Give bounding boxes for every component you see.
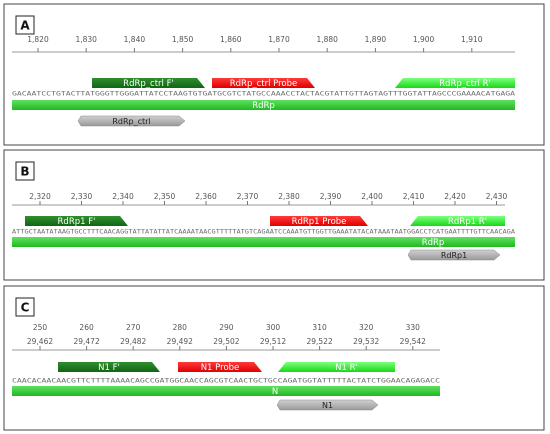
ruler-label: 280 — [173, 323, 188, 332]
ruler-label: 29,532 — [353, 337, 379, 346]
feature-label: RdRp_ctrl F' — [123, 79, 174, 89]
ruler-label: 2,420 — [444, 192, 466, 201]
ruler-label: 300 — [266, 323, 281, 332]
ruler-label: 29,482 — [120, 337, 146, 346]
ruler-label: 2,400 — [361, 192, 383, 201]
panel-label: B — [20, 165, 29, 179]
ruler-label: 2,390 — [320, 192, 342, 201]
gene-label: RdRp — [252, 101, 275, 111]
ruler-label: 2,350 — [154, 192, 176, 201]
gene-label: RdRp — [422, 238, 445, 248]
ruler-label: 29,492 — [167, 337, 193, 346]
panel-border — [3, 285, 545, 431]
primer-probe — [178, 362, 262, 372]
primer-forward — [25, 216, 128, 226]
ruler-label: 1,830 — [75, 35, 97, 44]
feature-label: N1 R' — [335, 363, 358, 373]
primer-reverse — [278, 362, 395, 372]
ruler-label: 2,430 — [486, 192, 508, 201]
amplicon — [77, 115, 186, 127]
ruler-label: 2,320 — [29, 192, 51, 201]
primer-forward — [58, 362, 160, 372]
ruler-label: 29,462 — [27, 337, 53, 346]
primer-reverse — [395, 78, 515, 88]
ruler-label: 29,472 — [73, 337, 99, 346]
feature-label: RdRp1 R' — [448, 217, 487, 227]
ruler-label: 1,850 — [172, 35, 194, 44]
panel: A 1,820 1,830 1,840 1,850 1,860 1,870 1,880 1,89… — [3, 3, 545, 146]
panel-label-box — [15, 297, 35, 317]
amplicon-label: RdRp_ctrl — [112, 117, 150, 126]
ruler-label: 2,380 — [278, 192, 300, 201]
ruler-label: 1,890 — [365, 35, 387, 44]
ruler-label: 29,542 — [400, 337, 426, 346]
feature-label: RdRp_ctrl R' — [439, 79, 491, 89]
ruler-label: 29,512 — [260, 337, 286, 346]
ruler-label: 1,900 — [413, 35, 435, 44]
ruler-label: 330 — [406, 323, 421, 332]
ruler-label: 1,860 — [220, 35, 242, 44]
panel-border — [3, 3, 545, 146]
feature-label: RdRp1 F' — [58, 217, 96, 227]
panel-label: A — [20, 19, 30, 33]
panel-label-box — [15, 161, 35, 181]
ruler-label: 2,410 — [403, 192, 425, 201]
sequence: GACAATCCTGTACTTATGGGTTGGGATTATCCTAAGTGTG… — [12, 91, 516, 98]
amplicon-label: N1 — [322, 401, 333, 410]
ruler-label: 1,820 — [27, 35, 49, 44]
primer-reverse — [410, 216, 505, 226]
ruler-label: 29,502 — [213, 337, 239, 346]
primer-probe — [270, 216, 368, 226]
feature-label: N1 Probe — [201, 363, 240, 373]
amplicon — [407, 249, 501, 261]
primer-forward — [92, 78, 205, 88]
ruler-label: 2,370 — [237, 192, 259, 201]
ruler-label: 250 — [33, 323, 48, 332]
feature-label: RdRp_ctrl Probe — [230, 79, 298, 89]
ruler-label: 29,522 — [306, 337, 332, 346]
ruler-label: 270 — [126, 323, 141, 332]
panel-border — [3, 149, 545, 281]
ruler-label: 310 — [312, 323, 327, 332]
ruler-label: 320 — [359, 323, 374, 332]
ruler-label: 1,880 — [316, 35, 338, 44]
ruler-label: 1,840 — [124, 35, 146, 44]
amplicon — [276, 399, 379, 411]
ruler-label: 1,870 — [268, 35, 290, 44]
gene-bar — [12, 100, 515, 110]
ruler-label: 290 — [219, 323, 234, 332]
ruler-label: 2,340 — [112, 192, 134, 201]
ruler-label: 260 — [79, 323, 94, 332]
panel: B 2,320 2,330 2,340 2,350 2,360 2,370 2,380 2,39… — [3, 149, 545, 281]
feature-label: N1 F' — [98, 363, 120, 373]
ruler-label: 2,360 — [195, 192, 217, 201]
gene-bar — [12, 386, 440, 396]
panel-label: C — [21, 301, 30, 315]
sequence: ATTGCTAATATAAGTGCCTTTCAACAGGTATTATATTATC… — [12, 229, 515, 236]
ruler-label: 1,910 — [461, 35, 483, 44]
amplicon-label: RdRp1 — [441, 251, 467, 260]
gene-bar — [12, 237, 515, 247]
panel-label-box — [15, 15, 35, 35]
primer-probe — [212, 78, 315, 88]
gene-label: N — [272, 387, 278, 397]
ruler-label: 2,330 — [71, 192, 93, 201]
sequence: CAACACAACAACGTTCTTTTAAAACAGCCGATGGCAACCA… — [12, 378, 441, 385]
feature-label: RdRp1 Probe — [292, 217, 347, 227]
